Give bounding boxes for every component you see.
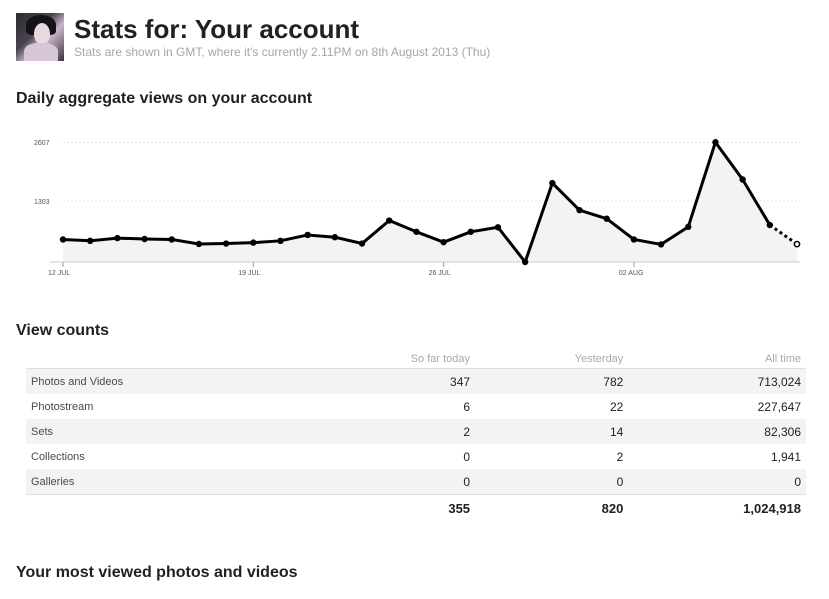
data-point xyxy=(168,236,175,243)
data-point xyxy=(657,241,665,248)
data-point xyxy=(712,139,719,146)
data-point xyxy=(630,236,638,243)
row-name: Collections xyxy=(31,450,85,463)
row-name: Photostream xyxy=(31,400,94,413)
total-today: 355 xyxy=(293,494,476,522)
data-point xyxy=(331,234,339,241)
column-header-all-time: All time xyxy=(628,350,806,369)
data-point xyxy=(250,239,257,246)
view-counts-heading: View counts xyxy=(16,322,110,339)
row-all-time: 82,306 xyxy=(628,419,806,444)
totals-row: 355 820 1,024,918 xyxy=(26,494,806,522)
data-point xyxy=(576,206,583,214)
row-name: Sets xyxy=(26,419,294,444)
data-point xyxy=(141,235,148,243)
table-row: Photostream 6 22 227,647 xyxy=(26,394,806,419)
data-point xyxy=(386,217,393,224)
y-tick-label: 2607 xyxy=(34,140,50,147)
data-point xyxy=(358,240,366,247)
row-yesterday: 782 xyxy=(475,368,629,394)
view-counts-table: So far today Yesterday All time Photos a… xyxy=(26,350,806,522)
table-row: Photos and Videos 347 782 713,024 xyxy=(26,368,806,394)
data-point xyxy=(467,228,474,235)
data-point xyxy=(222,240,230,247)
row-today: 6 xyxy=(463,399,471,414)
timezone-subtitle: Stats are shown in GMT, where it's curre… xyxy=(74,45,491,59)
data-point xyxy=(304,231,311,239)
row-today: 0 xyxy=(463,449,471,464)
row-yesterday: 22 xyxy=(609,399,624,414)
daily-views-chart[interactable]: 2607 1303 12 JUL 19 JUL 26 JUL 02 AUG xyxy=(0,120,829,285)
column-header-today: So far today xyxy=(293,350,476,369)
data-point xyxy=(59,236,67,243)
data-point xyxy=(739,176,746,183)
row-name: Photos and Videos xyxy=(26,368,294,394)
area-fill xyxy=(63,142,797,262)
table-row: Galleries 0 0 0 xyxy=(26,469,806,495)
account-avatar[interactable] xyxy=(16,13,64,61)
data-point xyxy=(603,215,610,222)
x-tick-label: 02 AUG xyxy=(619,270,644,277)
data-point xyxy=(793,240,801,248)
row-today: 347 xyxy=(293,368,476,394)
data-point xyxy=(114,234,121,242)
page-title: Stats for: Your account xyxy=(74,14,360,44)
column-header-yesterday: Yesterday xyxy=(475,350,629,369)
avatar-body xyxy=(24,43,58,61)
table-row: Sets 2 14 82,306 xyxy=(26,419,806,444)
row-yesterday: 0 xyxy=(475,469,629,495)
daily-views-heading: Daily aggregate views on your account xyxy=(16,90,313,107)
row-all-time: 227,647 xyxy=(757,399,801,414)
row-today: 0 xyxy=(293,469,476,495)
row-all-time: 1,941 xyxy=(770,449,801,464)
row-today: 2 xyxy=(293,419,476,444)
data-point xyxy=(685,223,692,231)
data-point xyxy=(277,237,284,245)
most-viewed-heading: Your most viewed photos and videos xyxy=(16,564,298,581)
table-row: Collections 0 2 1,941 xyxy=(26,444,806,469)
data-point xyxy=(86,237,94,245)
total-yesterday: 820 xyxy=(475,494,629,522)
row-yesterday: 14 xyxy=(475,419,629,444)
data-point xyxy=(494,224,502,231)
x-tick-label: 26 JUL xyxy=(429,270,451,277)
column-header-name xyxy=(26,350,294,369)
x-tick-label: 19 JUL xyxy=(238,270,260,277)
data-point xyxy=(440,238,447,246)
total-all-time: 1,024,918 xyxy=(628,494,806,522)
row-name: Galleries xyxy=(26,469,294,495)
data-point xyxy=(549,179,556,187)
avatar-face xyxy=(34,23,50,45)
data-point xyxy=(766,221,774,229)
y-tick-label: 1303 xyxy=(34,199,50,206)
table-header-row: So far today Yesterday All time xyxy=(26,350,806,369)
data-point xyxy=(195,240,203,248)
data-point xyxy=(413,228,420,235)
row-all-time: 713,024 xyxy=(628,368,806,394)
data-point xyxy=(521,258,529,266)
row-all-time: 0 xyxy=(628,469,806,495)
totals-label xyxy=(26,494,294,522)
x-tick-label: 12 JUL xyxy=(48,270,70,277)
row-yesterday: 2 xyxy=(616,449,624,464)
